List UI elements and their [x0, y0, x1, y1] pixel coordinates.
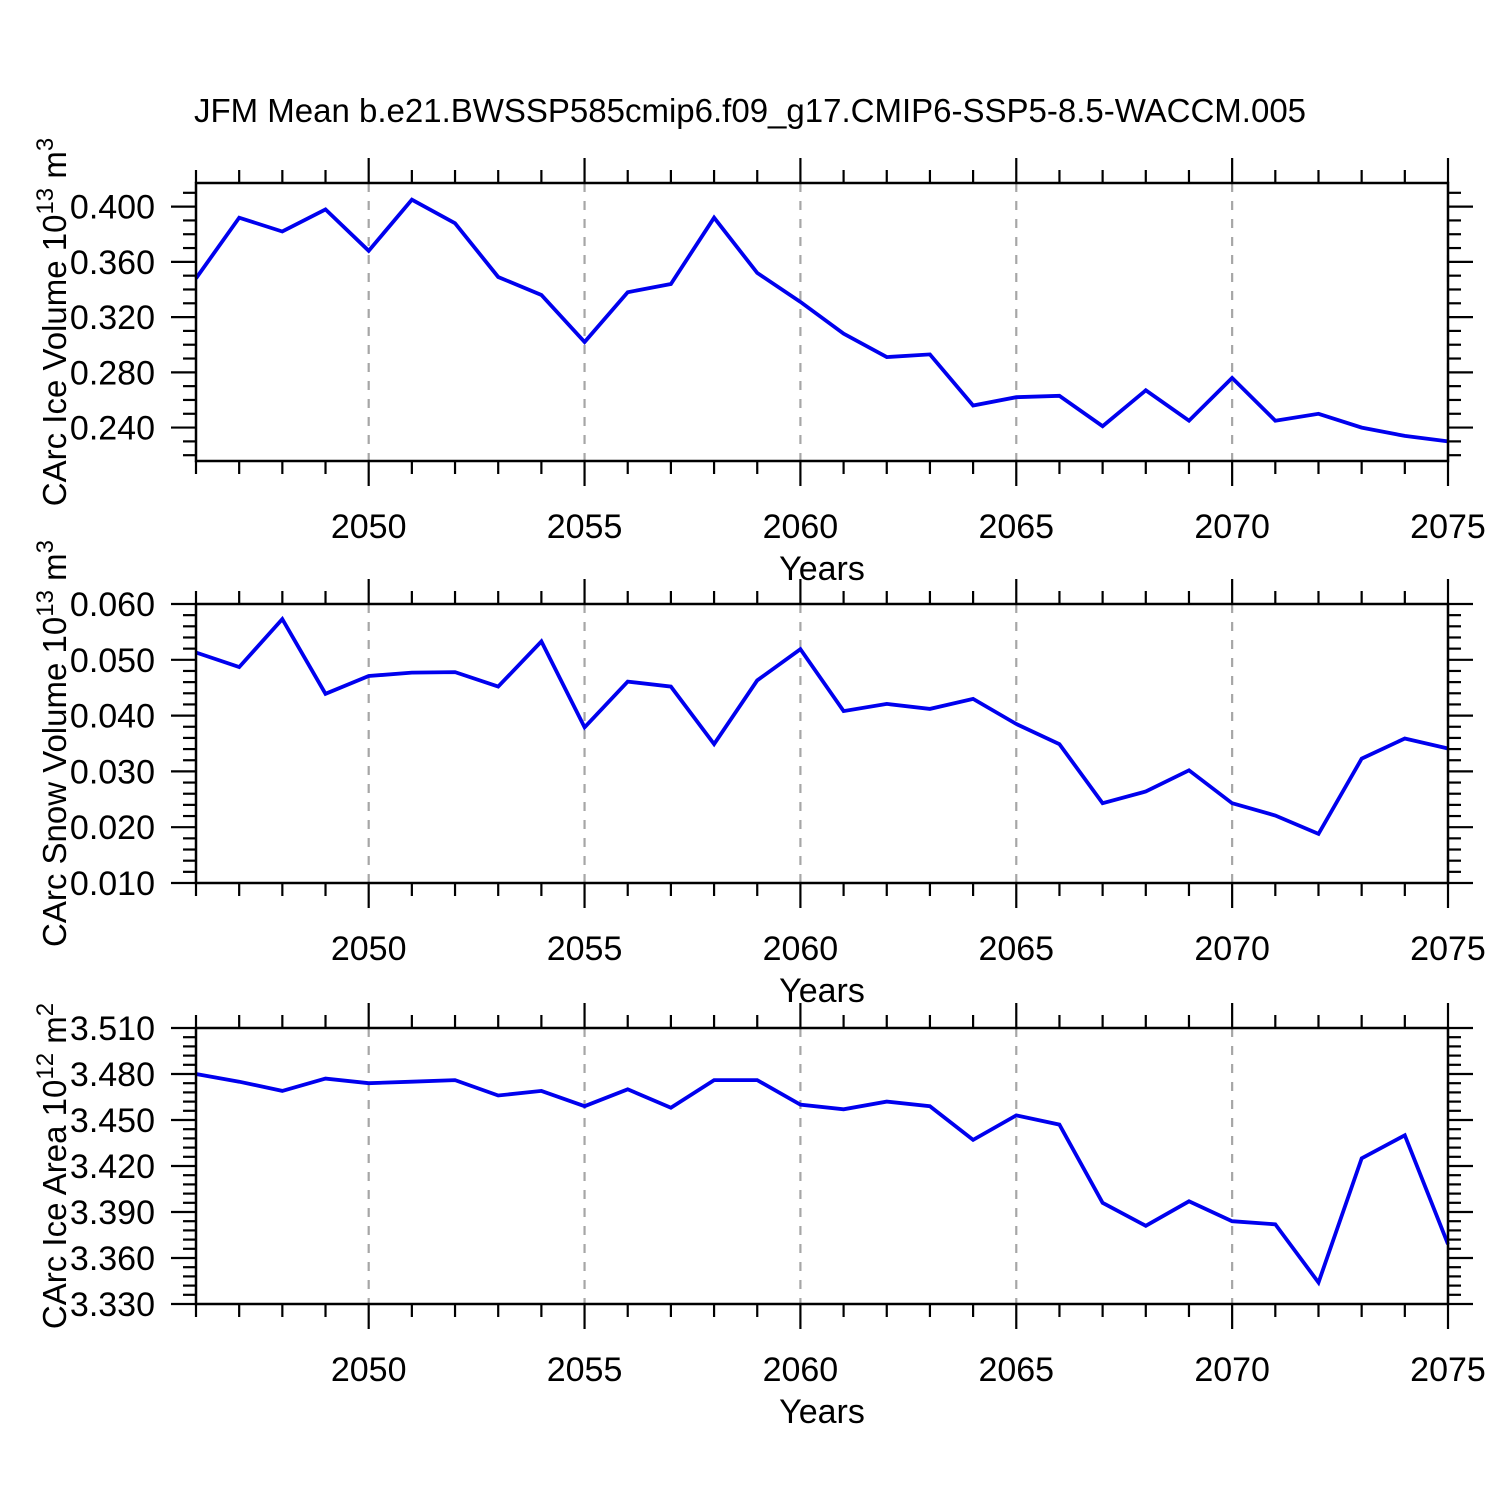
ice-area-line [195, 1072, 1450, 1287]
x-tick-labels: 2050 2055 2060 2065 2070 2075 [331, 1351, 1486, 1389]
x-tick-label: 2075 [1410, 930, 1486, 968]
y-tick-label: 3.330 [70, 1286, 155, 1324]
x-tick-label: 2055 [547, 1351, 623, 1389]
x-tick-label: 2070 [1194, 930, 1270, 968]
x-tick-label: 2060 [763, 508, 839, 546]
axis-ticks [171, 1003, 1473, 1329]
x-tick-label: 2060 [763, 930, 839, 968]
x-tick-label: 2075 [1410, 1351, 1486, 1389]
x-tick-labels: 2050 2055 2060 2065 2070 2075 [331, 508, 1486, 546]
y-tick-labels: 3.330 3.360 3.390 3.420 3.450 3.480 3.510 [70, 1010, 155, 1324]
x-tick-label: 2075 [1410, 508, 1486, 546]
axis-ticks [171, 158, 1473, 486]
gridlines [367, 1028, 1450, 1304]
x-tick-label: 2065 [978, 930, 1054, 968]
x-tick-label: 2050 [331, 1351, 407, 1389]
y-tick-labels: 0.010 0.020 0.030 0.040 0.050 0.060 [70, 586, 155, 903]
x-tick-label: 2070 [1194, 508, 1270, 546]
x-tick-label: 2070 [1194, 1351, 1270, 1389]
ice-volume-line [194, 197, 1449, 444]
y-tick-labels: 0.240 0.280 0.320 0.360 0.400 [70, 189, 155, 448]
y-tick-label: 0.040 [70, 698, 155, 736]
y-tick-label: 0.060 [70, 586, 155, 624]
y-tick-label: 3.510 [70, 1010, 155, 1048]
y-tick-label: 3.420 [70, 1148, 155, 1186]
snow-volume-line [195, 615, 1449, 837]
y-tick-label: 0.030 [70, 753, 155, 791]
x-tick-label: 2065 [978, 508, 1054, 546]
y-tick-label: 3.480 [70, 1056, 155, 1094]
y-tick-label: 0.240 [70, 410, 155, 448]
x-tick-label: 2060 [763, 1351, 839, 1389]
plot-frame [194, 181, 1450, 463]
y-tick-label: 0.050 [70, 642, 155, 680]
x-tick-label: 2050 [331, 930, 407, 968]
y-tick-label: 3.390 [70, 1194, 155, 1232]
y-tick-label: 0.320 [70, 299, 155, 337]
panel-ice-volume: 0.240 0.280 0.320 0.360 0.400 2050 2055 2060 206… [32, 138, 1486, 588]
x-tick-label: 2050 [331, 508, 407, 546]
y-tick-label: 0.400 [70, 189, 155, 227]
y-tick-label: 0.280 [70, 354, 155, 392]
y-tick-label: 0.020 [70, 809, 155, 847]
plot-frame [194, 1026, 1450, 1306]
y-tick-label: 0.360 [70, 244, 155, 282]
y-tick-label: 0.010 [70, 865, 155, 903]
y-tick-label: 3.360 [70, 1240, 155, 1278]
x-tick-label: 2055 [547, 508, 623, 546]
x-tick-label: 2065 [978, 1351, 1054, 1389]
x-axis-title: Years [779, 550, 865, 588]
chart-title: JFM Mean b.e21.BWSSP585cmip6.f09_g17.CMI… [194, 92, 1306, 129]
y-axis-title: CArc Snow Volume 1013​ m3​ [32, 540, 73, 947]
y-axis-title: CArc Ice Volume 1013​ m3​ [32, 138, 73, 506]
x-axis-title: Years [779, 972, 865, 1010]
x-tick-label: 2055 [547, 930, 623, 968]
y-axis-title: CArc Ice Area 1012​ m2​ [32, 1003, 73, 1329]
x-axis-title: Years [779, 1393, 865, 1431]
plot-frame [194, 602, 1450, 885]
y-tick-label: 3.450 [70, 1102, 155, 1140]
gridlines [367, 604, 1450, 883]
axis-ticks [171, 579, 1473, 908]
x-tick-labels: 2050 2055 2060 2065 2070 2075 [331, 930, 1486, 968]
